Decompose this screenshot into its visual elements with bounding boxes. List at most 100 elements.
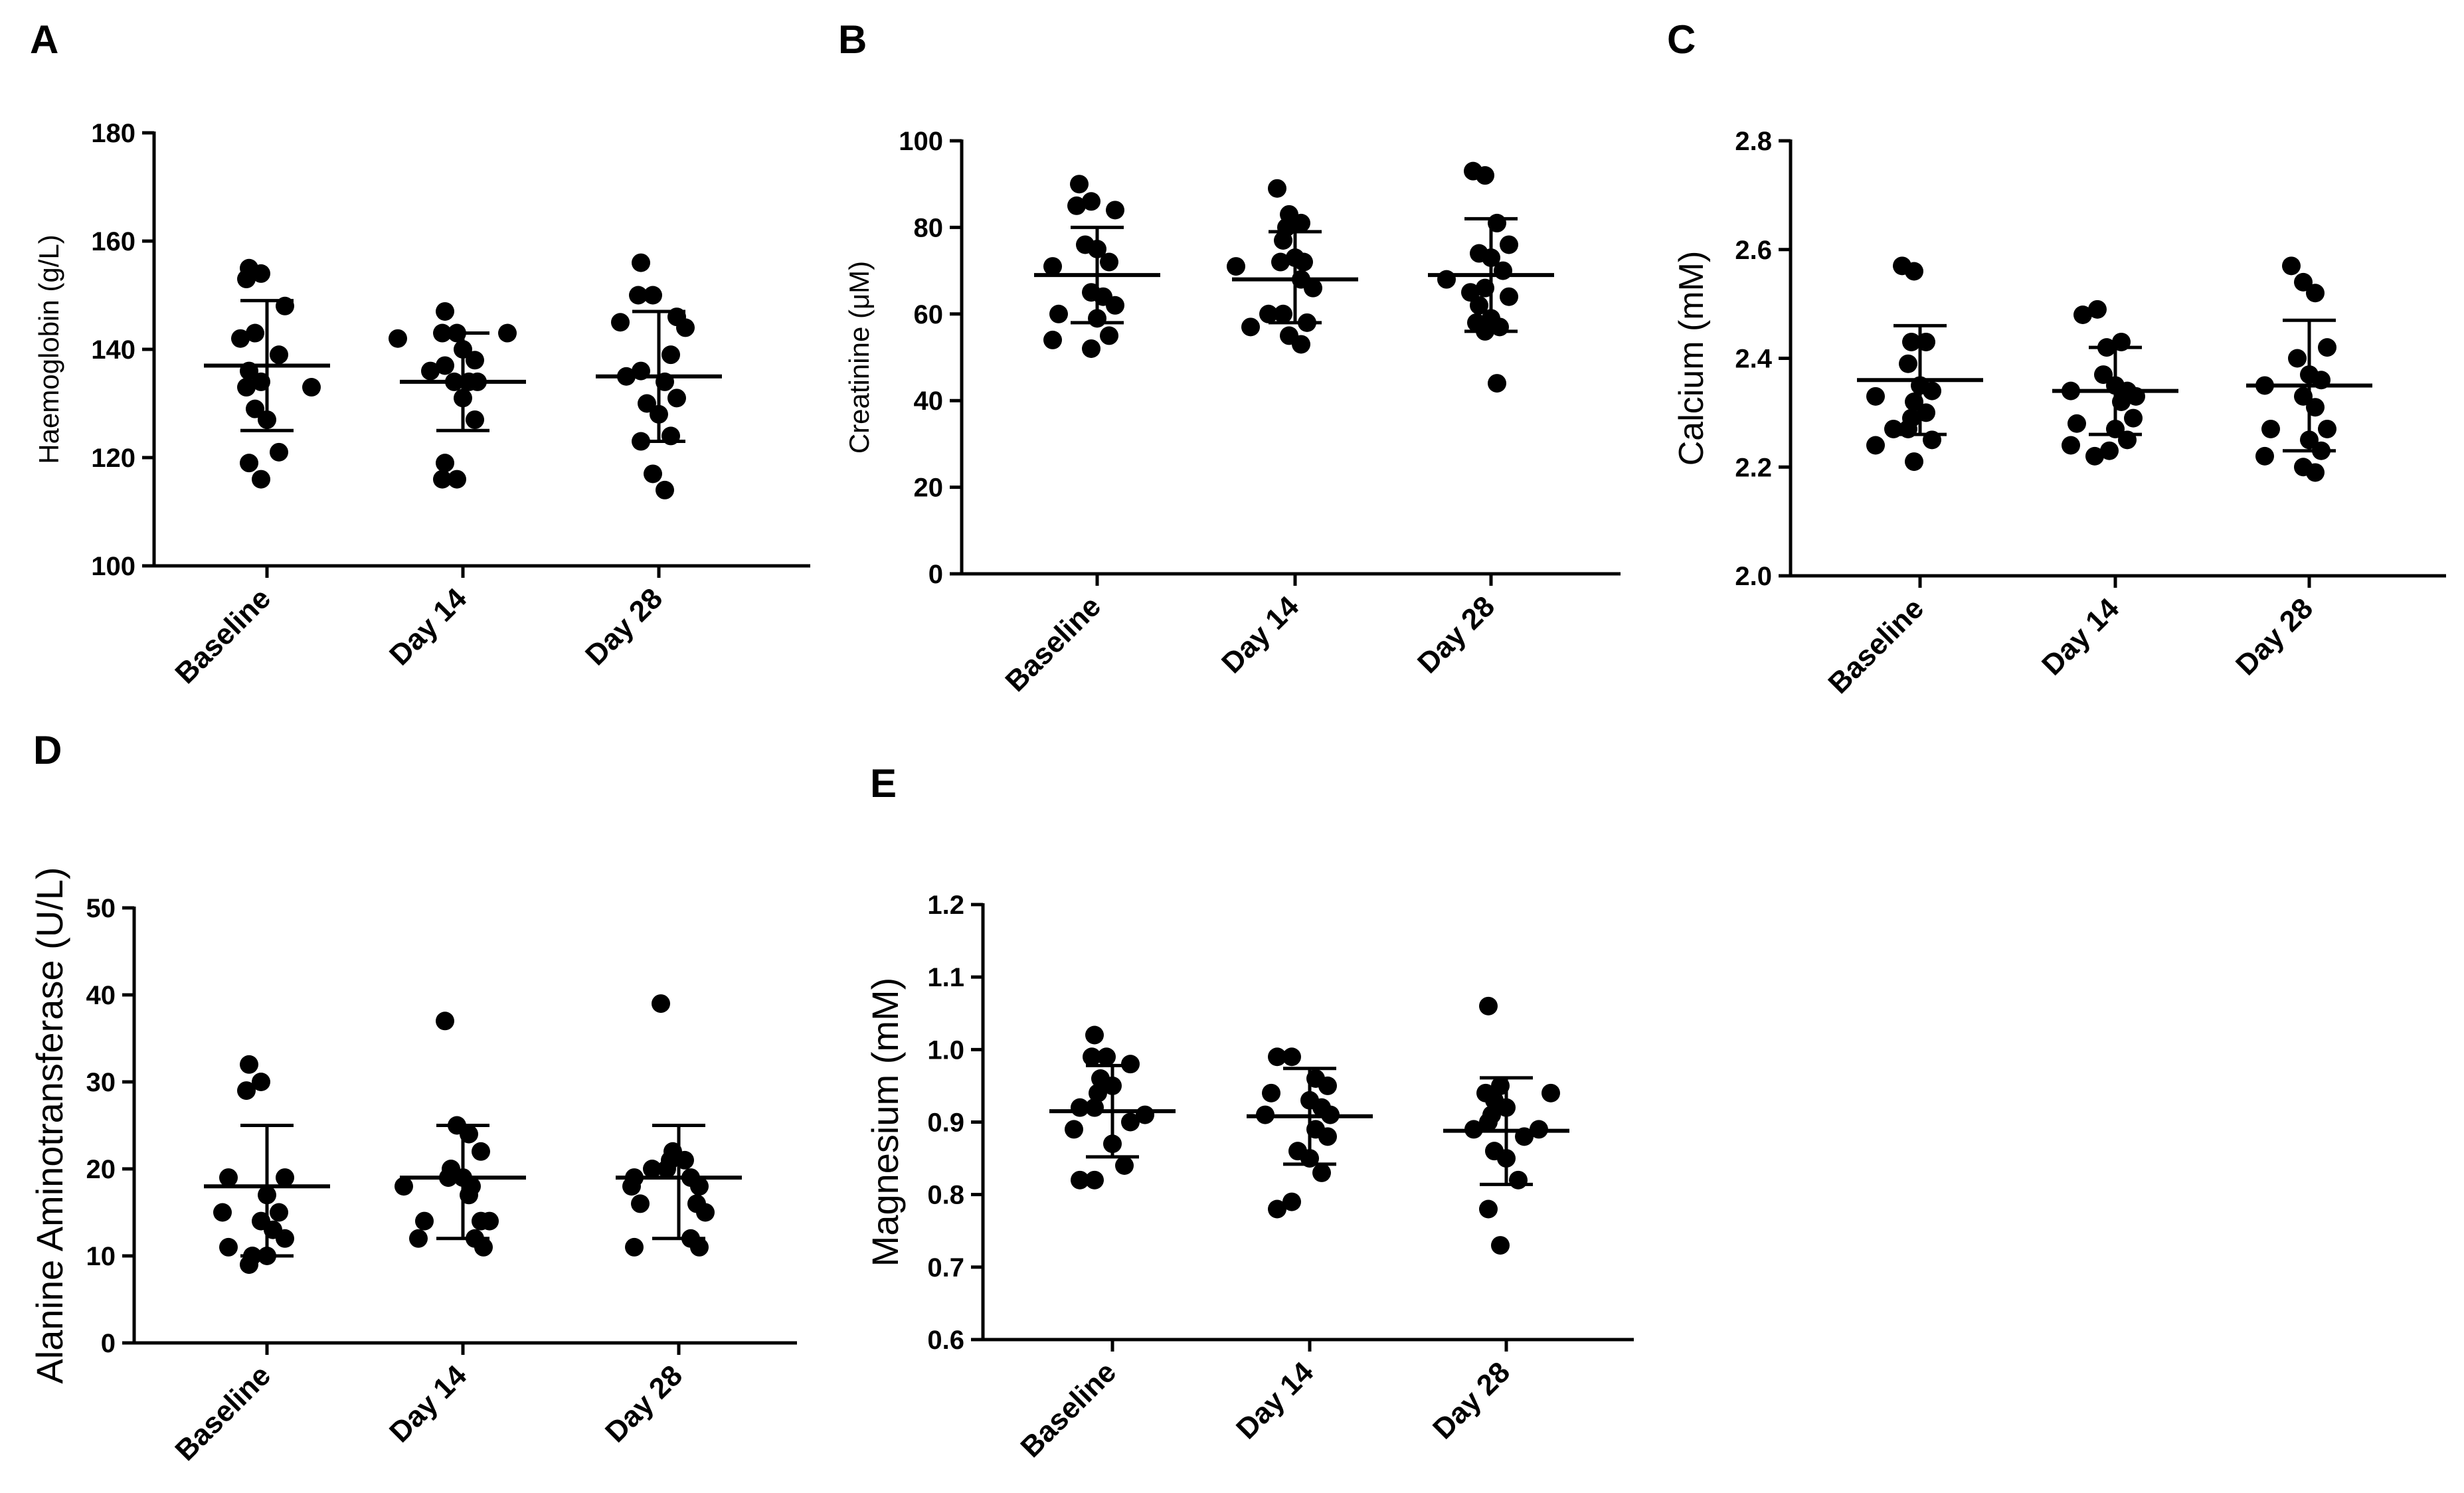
series-day-28 — [596, 253, 722, 499]
data-point — [270, 1203, 288, 1222]
data-point — [240, 1055, 258, 1074]
y-tick-label: 1.0 — [927, 1035, 964, 1065]
data-point — [2318, 338, 2336, 357]
data-point — [1282, 1192, 1301, 1211]
series-day-28 — [1443, 996, 1569, 1255]
panel-letter: A — [30, 17, 58, 62]
data-point — [433, 470, 452, 489]
data-point — [1100, 326, 1118, 345]
panel-a: A 100 120 140 160 180 Haemoglobin (g/L) Baselin… — [30, 17, 810, 690]
data-point — [1043, 330, 1062, 349]
data-point — [1065, 1120, 1083, 1139]
data-point — [690, 1177, 709, 1196]
data-point — [237, 270, 256, 289]
series-baseline — [1034, 175, 1160, 358]
data-point — [1268, 1047, 1286, 1067]
data-point — [638, 394, 656, 413]
data-point — [1292, 213, 1310, 232]
data-point — [629, 286, 648, 305]
data-point — [1067, 196, 1086, 215]
data-point — [676, 318, 695, 337]
data-point — [219, 1237, 238, 1257]
data-point — [237, 378, 256, 397]
data-point — [2100, 441, 2119, 460]
y-tick-label: 80 — [914, 213, 944, 242]
data-point — [1274, 230, 1292, 250]
data-point — [409, 1229, 428, 1248]
data-point — [1318, 1076, 1337, 1095]
data-point — [1437, 270, 1456, 289]
data-point — [1071, 1170, 1089, 1189]
data-point — [1043, 257, 1062, 276]
x-category-label: Day 14 — [1230, 1356, 1320, 1445]
data-point — [1479, 1199, 1498, 1219]
data-point — [276, 1229, 294, 1248]
data-point — [1541, 1083, 1560, 1102]
data-point — [421, 361, 440, 381]
panel-letter: C — [1667, 17, 1696, 62]
y-tick-label: 40 — [914, 387, 944, 416]
y-axis-title: Alanine Aminotransferase (U/L) — [29, 867, 70, 1383]
data-point — [276, 1168, 294, 1187]
data-point — [1318, 1127, 1337, 1146]
panel-e: E 0.6 0.7 0.8 0.9 1.0 1.1 1.2 Magnesium (mM) Base… — [864, 761, 1634, 1464]
series-baseline — [1857, 256, 1983, 472]
data-point — [436, 1011, 454, 1031]
x-category-label: Day 28 — [579, 582, 669, 671]
y-axis-title: Calcium (mM) — [1672, 251, 1711, 466]
x-category-label: Day 14 — [2036, 592, 2125, 681]
panel-d: D 0 10 20 30 40 50 Alanine Aminotransferase (U/… — [29, 728, 797, 1467]
y-tick-label: 10 — [86, 1242, 116, 1271]
y-tick-label: 180 — [91, 119, 135, 148]
y-tick-label: 1.1 — [927, 963, 964, 992]
data-point — [1866, 436, 1885, 455]
x-category-label: Baseline — [999, 590, 1107, 698]
y-tick-label: 100 — [899, 127, 943, 156]
data-point — [696, 1203, 715, 1222]
x-category-label: Day 28 — [599, 1359, 689, 1449]
data-point — [1085, 1170, 1104, 1189]
series-baseline — [1049, 1025, 1176, 1189]
data-point — [644, 286, 662, 305]
data-point — [652, 994, 670, 1013]
panel-letter: B — [838, 17, 867, 62]
data-point — [2288, 349, 2307, 368]
data-point — [2282, 256, 2301, 276]
x-category-label: Day 28 — [1411, 590, 1501, 679]
x-category-label: Baseline — [169, 582, 277, 690]
x-category-label: Day 14 — [1215, 590, 1305, 679]
panel-c: C 2.0 2.2 2.4 2.6 2.8 Calcium (mM) Baseline Day … — [1667, 17, 2446, 700]
panel-letter: D — [33, 728, 62, 772]
series-day-14 — [389, 302, 526, 489]
data-point — [667, 389, 686, 408]
series-baseline — [204, 258, 330, 489]
data-point — [270, 345, 288, 365]
data-point — [1312, 1163, 1331, 1182]
data-point — [1268, 1199, 1286, 1219]
y-tick-label: 140 — [91, 335, 135, 365]
series-day-14 — [2052, 300, 2178, 466]
panel-b: B 0 20 40 60 80 100 Creatinine (μM) Baseline Day … — [838, 17, 1621, 698]
series-day-28 — [1428, 161, 1554, 393]
data-point — [2306, 463, 2325, 482]
data-point — [1106, 296, 1124, 315]
data-point — [2261, 419, 2280, 438]
y-tick-label: 100 — [91, 552, 135, 581]
data-point — [1089, 1083, 1107, 1102]
x-category-label: Day 14 — [383, 582, 473, 671]
y-tick-label: 120 — [91, 444, 135, 473]
data-point — [1082, 192, 1100, 211]
data-point — [1294, 252, 1313, 272]
data-point — [246, 399, 264, 418]
data-point — [1905, 262, 1923, 281]
data-point — [1227, 257, 1245, 276]
data-point — [240, 454, 258, 473]
data-point — [448, 470, 466, 489]
data-point — [1100, 252, 1118, 272]
data-point — [1083, 1047, 1101, 1067]
data-point — [436, 302, 454, 321]
data-point — [237, 1081, 256, 1100]
y-tick-label: 2.4 — [1735, 345, 1772, 374]
data-point — [1292, 335, 1310, 354]
